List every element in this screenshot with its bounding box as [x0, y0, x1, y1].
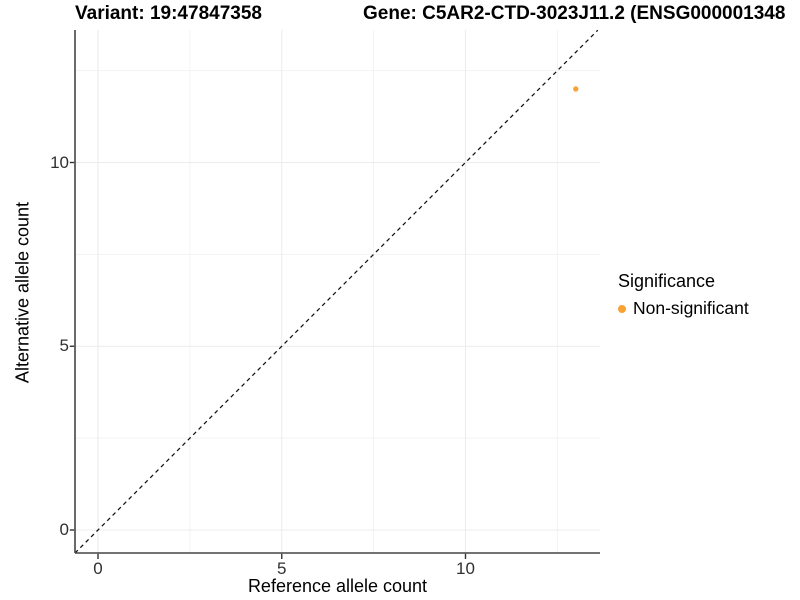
legend-item: Non-significant	[618, 298, 749, 319]
legend-item-label: Non-significant	[633, 298, 749, 318]
x-axis-title: Reference allele count	[247, 576, 428, 596]
plot-title-variant: Variant: 19:47847358	[75, 3, 262, 24]
y-tick-label: 10	[50, 152, 69, 172]
x-tick-label: 0	[93, 559, 103, 578]
y-axis-title: Alternative allele count	[12, 201, 33, 384]
identity-line	[74, 29, 599, 554]
x-tick-label: 5	[277, 559, 287, 578]
scatter-point	[573, 86, 579, 92]
legend-point-icon	[618, 304, 626, 313]
x-tick-label: 10	[456, 559, 475, 578]
plot-title-gene: Gene: C5AR2-CTD-3023J11.2 (ENSG000001348	[363, 3, 786, 24]
y-tick-label: 5	[59, 336, 69, 356]
legend: Significance Non-significant	[618, 271, 749, 319]
legend-title: Significance	[618, 271, 716, 291]
y-tick-label: 0	[59, 520, 69, 539]
